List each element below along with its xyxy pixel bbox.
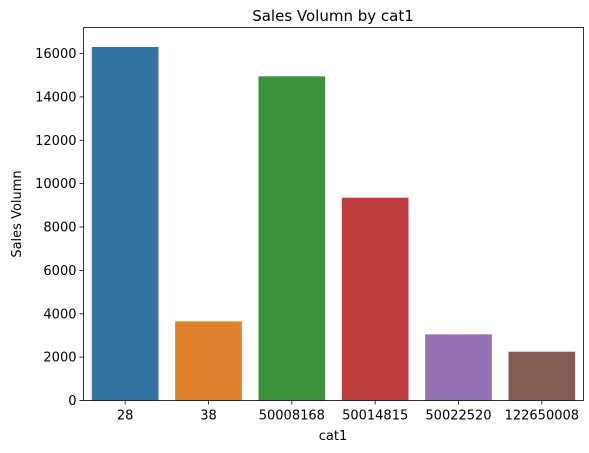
y-tick-label: 2000 <box>43 351 76 366</box>
y-tick-label: 8000 <box>43 221 76 236</box>
x-axis: 28 38 50008168 50014815 50022520 122650008 <box>117 400 579 424</box>
bar-28 <box>91 47 159 401</box>
x-tick-label: 50008168 <box>259 409 325 424</box>
x-tick-label: 122650008 <box>505 409 579 424</box>
y-tick-label: 6000 <box>43 264 76 279</box>
x-tick-label: 28 <box>117 409 134 424</box>
bar-50008168 <box>258 76 326 401</box>
y-tick-label: 10000 <box>35 177 76 192</box>
x-axis-title: cat1 <box>319 429 347 444</box>
x-tick-label: 50014815 <box>342 409 408 424</box>
x-tick-label: 50022520 <box>425 409 491 424</box>
x-tick-label: 38 <box>200 409 217 424</box>
bar-50014815 <box>341 197 409 401</box>
y-tick-label: 16000 <box>35 47 76 62</box>
bar-122650008 <box>508 351 576 401</box>
y-tick-label: 4000 <box>43 307 76 322</box>
bar-50022520 <box>425 334 492 401</box>
y-axis: 0 2000 4000 6000 8000 10000 12000 14000 16000 <box>35 47 84 409</box>
plot-frame <box>83 27 584 401</box>
y-axis-title: Sales Volumn <box>10 170 25 257</box>
y-tick-label: 14000 <box>35 90 76 105</box>
y-tick-label: 0 <box>68 394 76 409</box>
bar-38 <box>175 321 242 401</box>
y-tick-label: 12000 <box>35 134 76 149</box>
bars-group <box>91 47 576 401</box>
chart-title: Sales Volumn by cat1 <box>252 7 414 25</box>
